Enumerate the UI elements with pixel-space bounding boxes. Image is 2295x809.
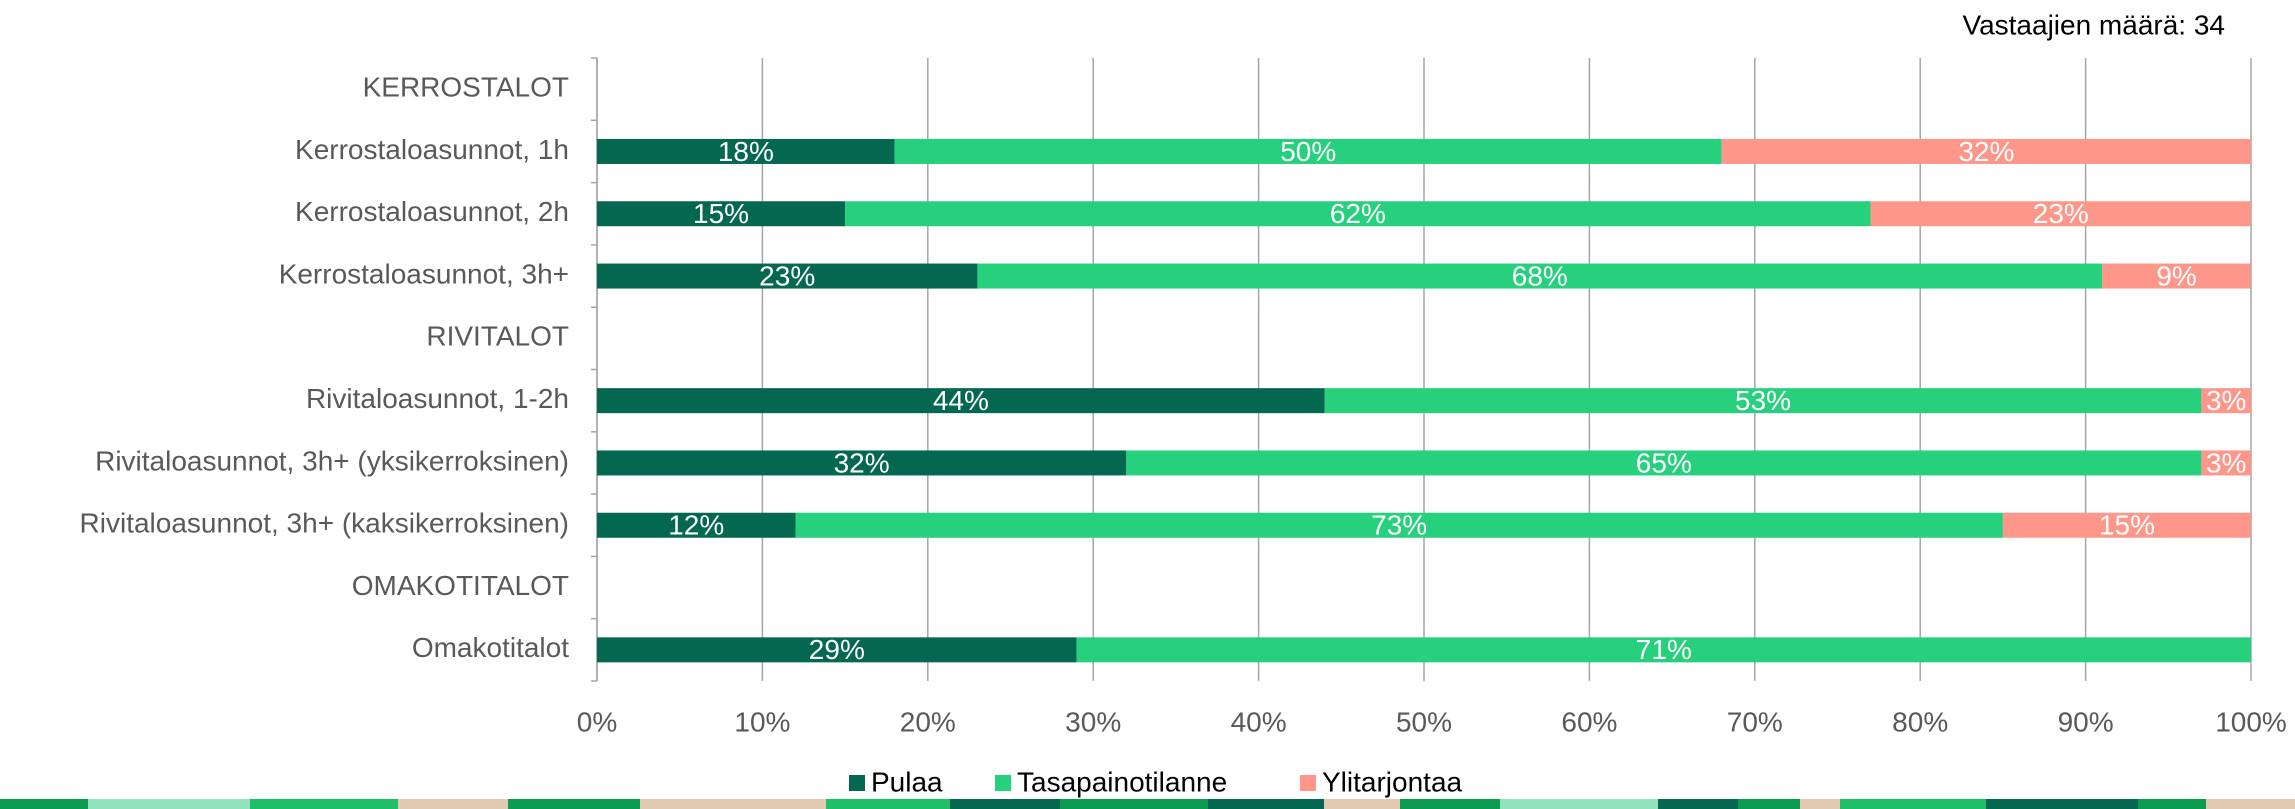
bar-segment: [845, 201, 1871, 227]
category-label: OMAKOTITALOT: [352, 570, 569, 601]
bar-segment: [1870, 201, 2251, 227]
value-label: 65%: [1636, 447, 1692, 478]
value-label: 3%: [2206, 447, 2246, 478]
x-tick-label: 30%: [1065, 706, 1121, 737]
bar-segment: [2002, 512, 2251, 538]
value-label: 32%: [834, 447, 890, 478]
value-label: 44%: [933, 385, 989, 416]
x-tick-label: 50%: [1396, 706, 1452, 737]
bar-segment: [597, 138, 895, 164]
x-tick-label: 40%: [1231, 706, 1287, 737]
value-label: 15%: [2099, 510, 2155, 541]
category-label: Kerrostaloasunnot, 1h: [295, 134, 569, 165]
bar-segment: [597, 637, 1077, 663]
value-label: 71%: [1636, 634, 1692, 665]
category-label: Rivitaloasunnot, 3h+ (kaksikerroksinen): [80, 508, 569, 539]
value-label: 12%: [668, 510, 724, 541]
value-label: 73%: [1371, 510, 1427, 541]
bar-segment: [1076, 637, 2251, 663]
x-tick-label: 20%: [900, 706, 956, 737]
category-label: Kerrostaloasunnot, 3h+: [279, 258, 569, 289]
legend-label: Pulaa: [871, 766, 943, 797]
bar-segment: [597, 201, 846, 227]
legend-label: Ylitarjontaa: [1322, 766, 1463, 797]
value-label: 15%: [693, 198, 749, 229]
value-label: 50%: [1280, 136, 1336, 167]
category-label: Rivitaloasunnot, 3h+ (yksikerroksinen): [95, 445, 569, 476]
bar-segment: [1126, 450, 2202, 476]
x-tick-label: 0%: [577, 706, 617, 737]
legend-swatch: [1300, 775, 1316, 791]
category-label: KERROSTALOT: [363, 72, 569, 103]
bar-segment: [597, 388, 1325, 414]
value-label: 23%: [759, 260, 815, 291]
bar-segment: [597, 263, 978, 289]
x-tick-label: 100%: [2215, 706, 2287, 737]
x-tick-label: 80%: [1892, 706, 1948, 737]
bar-segment: [2201, 388, 2251, 414]
category-label: Rivitaloasunnot, 1-2h: [306, 383, 569, 414]
legend-swatch: [995, 775, 1011, 791]
value-label: 9%: [2156, 260, 2196, 291]
value-label: 18%: [718, 136, 774, 167]
category-label: Omakotitalot: [412, 632, 569, 663]
bar-segment: [894, 138, 1722, 164]
bar-segment: [977, 263, 2103, 289]
bar-segment: [2102, 263, 2251, 289]
bar-segment: [795, 512, 2003, 538]
x-tick-label: 90%: [2058, 706, 2114, 737]
annotation: Vastaajien määrä: 34: [1962, 9, 2225, 40]
decor-stripe: [0, 799, 2295, 809]
bar-segment: [1721, 138, 2251, 164]
value-label: 29%: [809, 634, 865, 665]
value-label: 62%: [1330, 198, 1386, 229]
legend-label: Tasapainotilanne: [1017, 766, 1227, 797]
category-label: RIVITALOT: [426, 321, 569, 352]
legend-swatch: [849, 775, 865, 791]
x-tick-label: 10%: [734, 706, 790, 737]
x-tick-label: 70%: [1727, 706, 1783, 737]
value-label: 3%: [2206, 385, 2246, 416]
bar-segment: [2201, 450, 2251, 476]
category-label: Kerrostaloasunnot, 2h: [295, 196, 569, 227]
value-label: 23%: [2033, 198, 2089, 229]
bar-segment: [597, 512, 796, 538]
x-tick-label: 60%: [1561, 706, 1617, 737]
value-label: 53%: [1735, 385, 1791, 416]
value-label: 32%: [1958, 136, 2014, 167]
bar-segment: [597, 450, 1127, 476]
value-label: 68%: [1512, 260, 1568, 291]
bar-segment: [1324, 388, 2202, 414]
